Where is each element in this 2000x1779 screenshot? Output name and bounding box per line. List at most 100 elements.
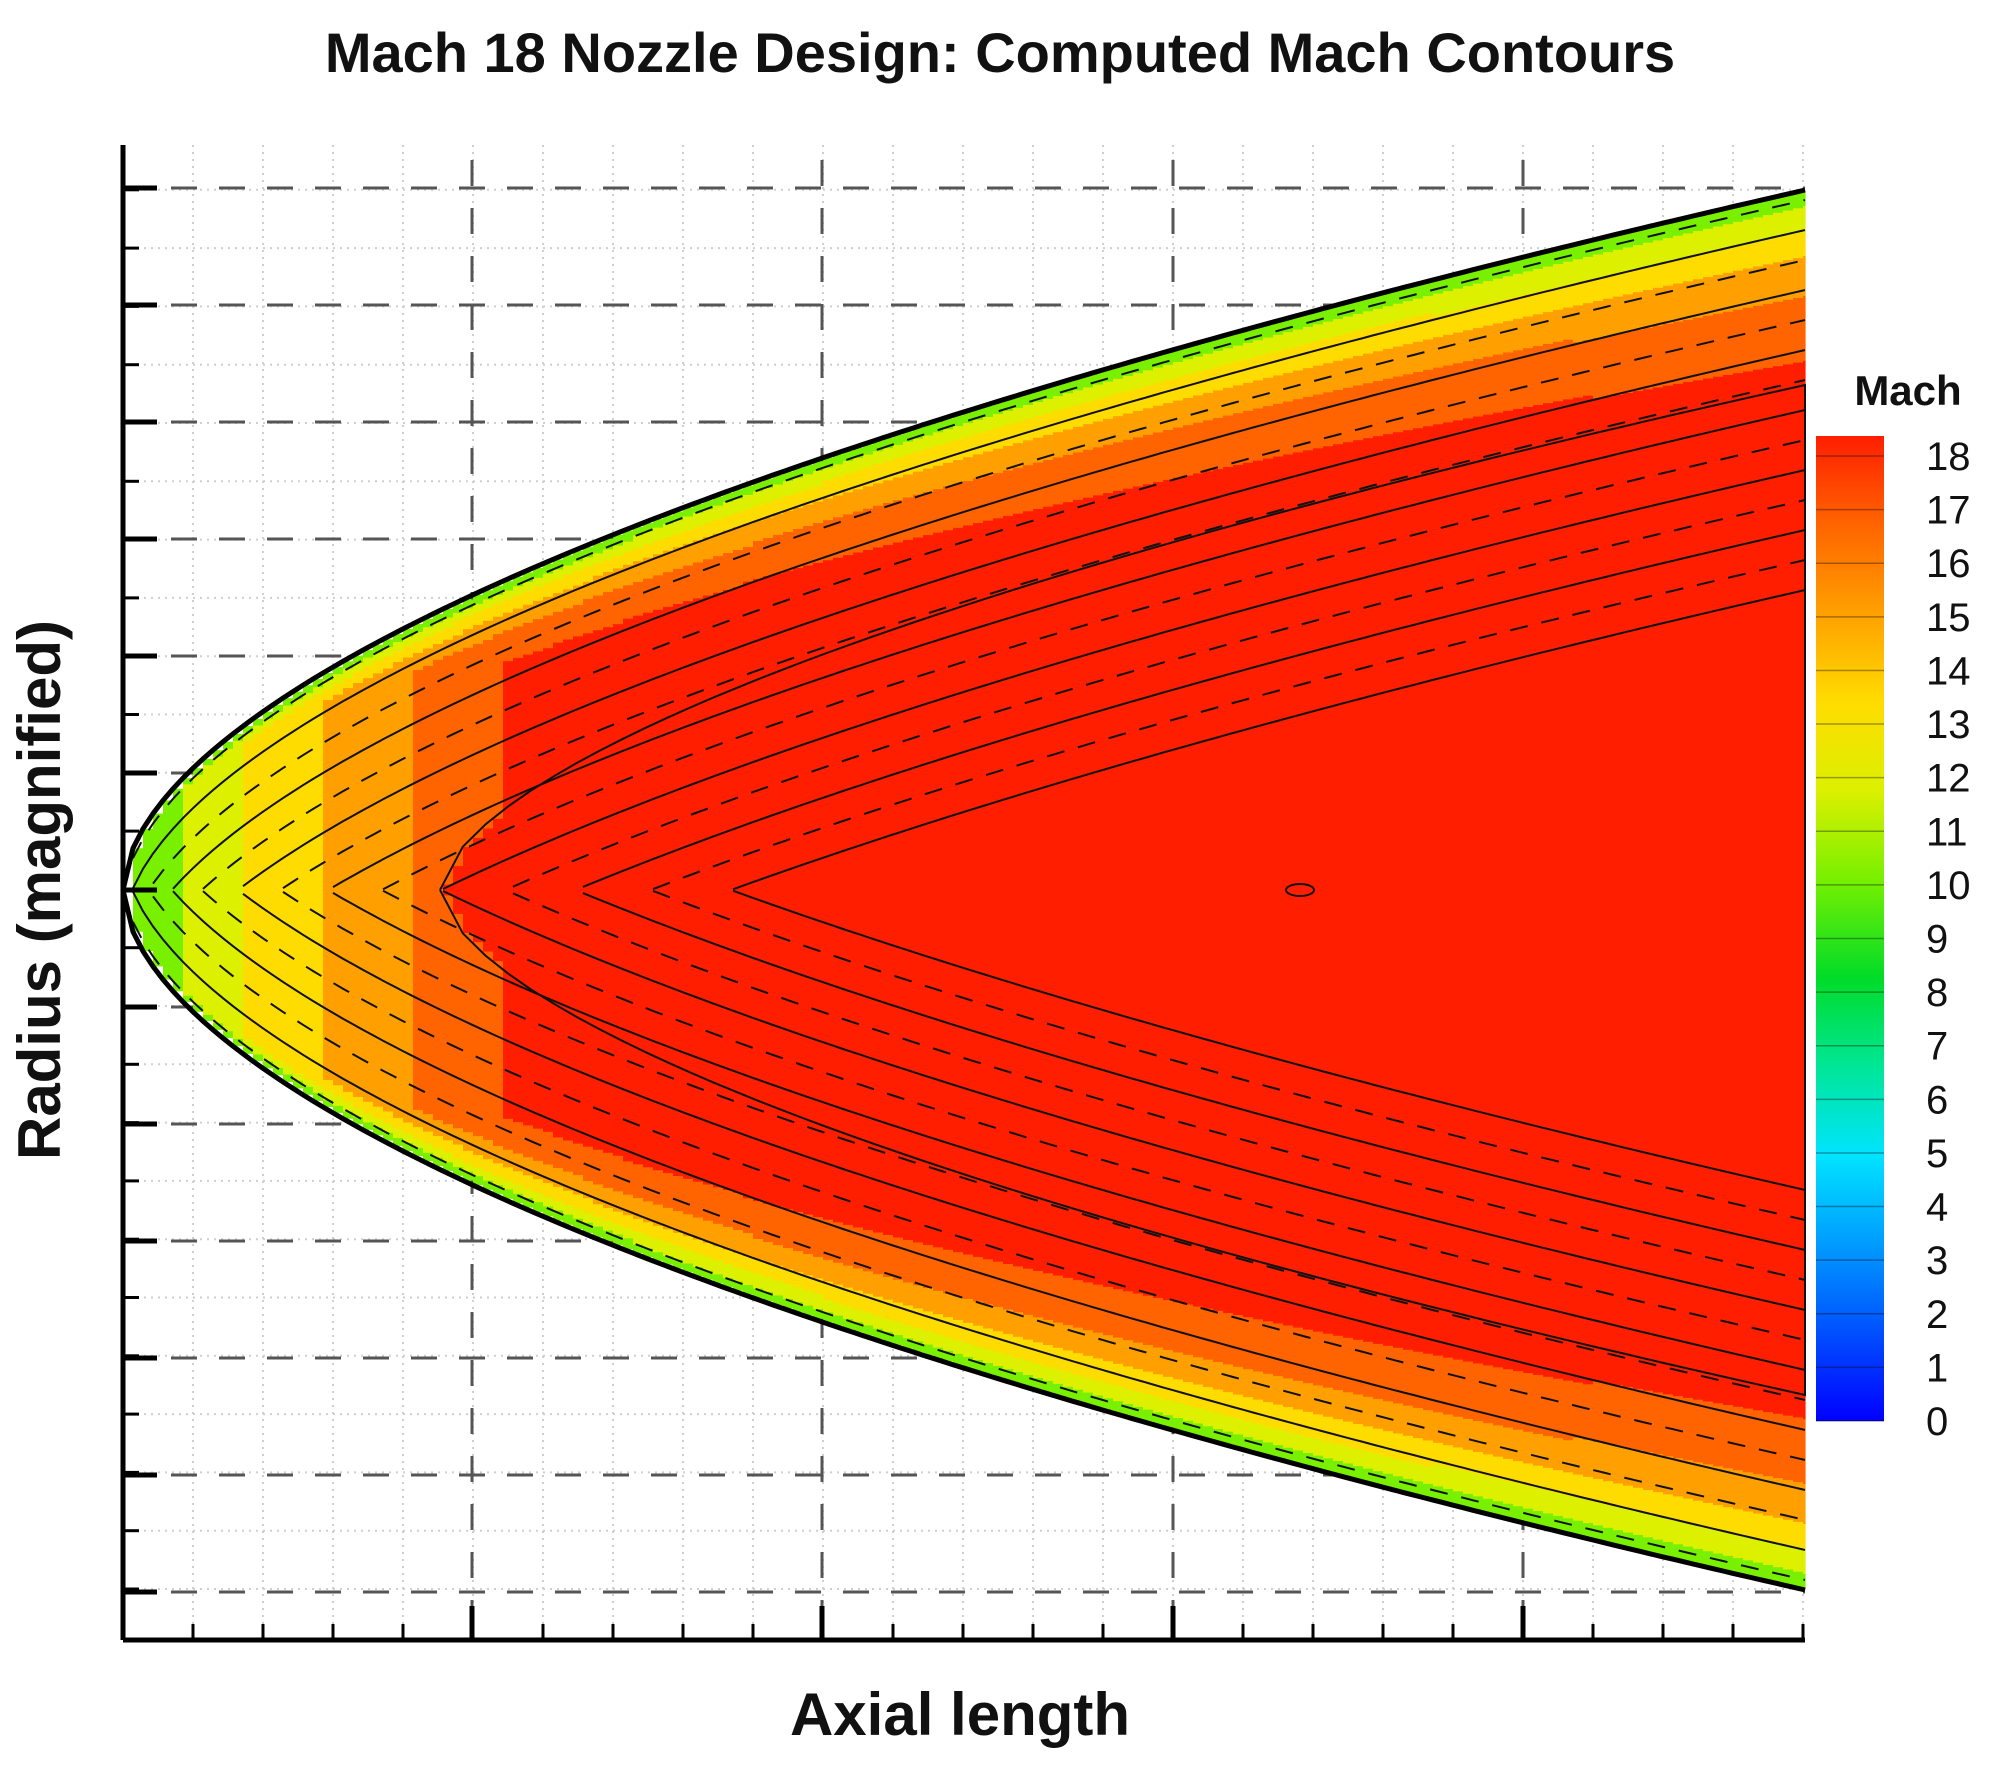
contour-band	[233, 733, 244, 742]
contour-band	[1603, 251, 1614, 276]
contour-band	[923, 1331, 934, 1346]
contour-band	[1693, 1548, 1704, 1564]
contour-band	[1223, 335, 1234, 349]
contour-band	[1313, 340, 1324, 366]
contour-band	[583, 1181, 594, 1199]
colorbar-tick-label: 10	[1926, 864, 1971, 908]
contour-band	[943, 485, 954, 531]
contour-band	[1113, 889, 1124, 1290]
contour-band	[713, 1246, 724, 1261]
contour-band	[553, 568, 564, 579]
contour-band	[1473, 305, 1484, 328]
contour-band	[1293, 451, 1304, 891]
contour-band	[733, 512, 744, 528]
contour-band	[1463, 272, 1474, 287]
contour-band	[1773, 261, 1784, 302]
contour-band	[813, 461, 824, 471]
nozzle-wall-upper	[120, 187, 1806, 891]
contour-band	[503, 889, 514, 1120]
contour-band	[1253, 407, 1264, 461]
contour-band	[1253, 355, 1264, 381]
contour-band	[523, 1198, 534, 1208]
contour-band	[833, 494, 844, 518]
contour-band	[1113, 490, 1124, 891]
contour-band	[473, 611, 484, 625]
contour-band	[1413, 427, 1424, 891]
contour-band	[983, 1328, 994, 1350]
contour-line	[172, 890, 1806, 1491]
contour-band	[1753, 1410, 1764, 1475]
contour-band	[1493, 322, 1504, 355]
contour-band	[613, 889, 624, 1157]
contour-band	[1743, 1535, 1754, 1561]
contour-band	[723, 492, 734, 503]
contour-band	[483, 607, 494, 621]
contour-band	[1083, 1330, 1094, 1357]
contour-band	[1573, 1520, 1584, 1536]
contour-band	[1713, 225, 1724, 251]
contour-band	[763, 516, 774, 538]
contour-band	[1673, 282, 1684, 322]
contour-band	[1693, 1462, 1704, 1502]
contour-band	[513, 889, 524, 1123]
contour-band	[1283, 453, 1294, 891]
contour-band	[1373, 295, 1384, 309]
contour-band	[1173, 399, 1184, 428]
contour-band	[1463, 329, 1474, 362]
contour-band	[613, 534, 624, 546]
contour-band	[523, 590, 534, 605]
contour-band	[863, 1271, 874, 1295]
contour-band	[1403, 1405, 1414, 1437]
contour-band	[1073, 1375, 1084, 1391]
contour-band	[1513, 408, 1524, 891]
contour-band	[1213, 1362, 1224, 1391]
contour-line	[132, 891, 1806, 1551]
contour-band	[1063, 407, 1074, 430]
contour-band	[1423, 338, 1434, 370]
contour-band	[693, 1239, 704, 1254]
contour-band	[1013, 442, 1024, 468]
contour-band	[1633, 1487, 1644, 1512]
contour-band	[1293, 1327, 1304, 1382]
contour-band	[1783, 889, 1794, 1417]
contour-band	[1633, 1534, 1644, 1550]
contour-band	[1043, 1366, 1054, 1382]
contour-band	[1283, 1407, 1294, 1433]
contour-band	[1613, 394, 1624, 891]
contour-band	[903, 889, 914, 1241]
contour-band	[1543, 252, 1554, 267]
contour-band	[1743, 1472, 1754, 1513]
contour-band	[603, 1220, 614, 1232]
contour-band	[193, 768, 204, 775]
contour-band	[613, 1155, 624, 1192]
contour-band	[903, 1338, 914, 1349]
contour-band	[1223, 1364, 1234, 1393]
contour-band	[693, 1253, 704, 1268]
contour-band	[1653, 1539, 1664, 1555]
contour-band	[1433, 292, 1444, 316]
contour-band	[463, 616, 474, 630]
contour-band	[1343, 1421, 1354, 1448]
contour-band	[433, 1157, 444, 1167]
contour-band	[1633, 889, 1644, 1390]
contour-band	[1793, 1417, 1804, 1483]
contour-band	[1623, 293, 1634, 332]
contour-band	[603, 548, 614, 560]
contour-band	[693, 889, 704, 1183]
contour-band	[1383, 1401, 1394, 1432]
contour-band	[1643, 242, 1654, 267]
contour-band	[1483, 1498, 1494, 1513]
contour-band	[1453, 1359, 1464, 1418]
contour-band	[993, 889, 1004, 1263]
contour-band	[893, 476, 904, 501]
contour-band	[333, 694, 344, 891]
contour-band	[1583, 339, 1594, 396]
contour-band	[633, 547, 644, 562]
contour-band	[1323, 337, 1334, 364]
contour-band	[1763, 239, 1774, 265]
contour-band	[673, 889, 684, 1177]
contour-band	[483, 598, 494, 608]
contour-band	[183, 783, 194, 891]
contour-line	[332, 892, 1806, 1371]
contour-band	[1803, 230, 1806, 257]
